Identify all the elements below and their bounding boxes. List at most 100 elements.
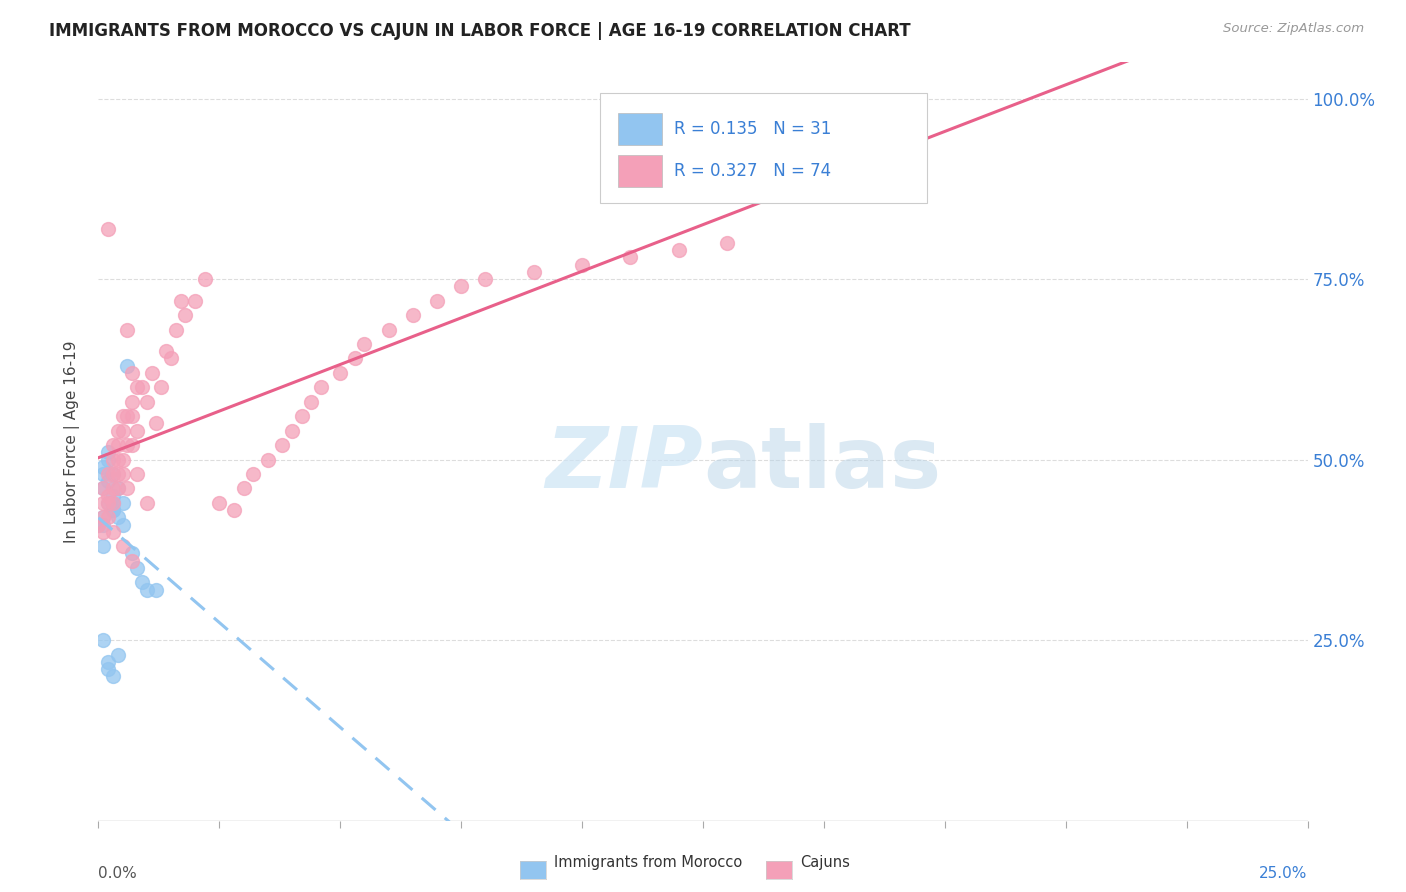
Point bbox=[271, 438, 294, 452]
Point bbox=[145, 417, 167, 431]
Point bbox=[194, 272, 217, 286]
Point bbox=[107, 438, 129, 452]
Point bbox=[87, 517, 110, 532]
Point bbox=[101, 489, 124, 503]
Point bbox=[91, 524, 114, 539]
Point bbox=[91, 510, 114, 524]
Point bbox=[135, 496, 157, 510]
Point bbox=[91, 539, 114, 553]
Point bbox=[426, 293, 449, 308]
Point bbox=[131, 575, 153, 590]
Point bbox=[309, 380, 332, 394]
Point bbox=[523, 265, 546, 279]
Text: R = 0.135   N = 31: R = 0.135 N = 31 bbox=[673, 120, 831, 138]
Point bbox=[91, 496, 114, 510]
Point bbox=[107, 482, 129, 496]
Point bbox=[107, 648, 129, 662]
Point bbox=[111, 424, 134, 438]
Point bbox=[668, 243, 690, 257]
Point bbox=[111, 517, 134, 532]
Point bbox=[101, 496, 124, 510]
Point bbox=[117, 409, 139, 424]
Point bbox=[97, 452, 120, 467]
Text: atlas: atlas bbox=[703, 423, 941, 506]
Point bbox=[101, 452, 124, 467]
Text: Cajuns: Cajuns bbox=[800, 855, 849, 870]
Point bbox=[402, 308, 425, 322]
Point bbox=[377, 323, 399, 337]
Text: IMMIGRANTS FROM MOROCCO VS CAJUN IN LABOR FORCE | AGE 16-19 CORRELATION CHART: IMMIGRANTS FROM MOROCCO VS CAJUN IN LABO… bbox=[49, 22, 911, 40]
Point bbox=[107, 482, 129, 496]
Point bbox=[97, 467, 120, 481]
Point bbox=[160, 351, 183, 366]
Point bbox=[222, 503, 245, 517]
Point bbox=[97, 489, 120, 503]
Point bbox=[111, 496, 134, 510]
Point bbox=[343, 351, 366, 366]
Point bbox=[117, 438, 139, 452]
FancyBboxPatch shape bbox=[619, 113, 662, 145]
Text: 0.0%: 0.0% bbox=[98, 866, 138, 881]
Point bbox=[111, 409, 134, 424]
Point bbox=[101, 482, 124, 496]
Point bbox=[107, 467, 129, 481]
Point bbox=[111, 539, 134, 553]
Text: Immigrants from Morocco: Immigrants from Morocco bbox=[554, 855, 742, 870]
Point bbox=[107, 424, 129, 438]
Point bbox=[101, 524, 124, 539]
Point bbox=[97, 445, 120, 459]
Point bbox=[121, 438, 143, 452]
Point bbox=[101, 467, 124, 481]
Point bbox=[121, 409, 143, 424]
Point bbox=[101, 669, 124, 683]
Point bbox=[716, 235, 738, 250]
Point bbox=[101, 503, 124, 517]
Point bbox=[97, 655, 120, 669]
Point bbox=[169, 293, 191, 308]
Point bbox=[91, 459, 114, 474]
Point bbox=[127, 424, 149, 438]
Point bbox=[101, 438, 124, 452]
Point bbox=[150, 380, 173, 394]
Point bbox=[450, 279, 472, 293]
Point bbox=[91, 633, 114, 648]
Point bbox=[242, 467, 264, 481]
Point bbox=[97, 475, 120, 489]
Point bbox=[299, 394, 322, 409]
Point bbox=[97, 510, 120, 524]
Point bbox=[290, 409, 312, 424]
Point bbox=[121, 366, 143, 380]
Point bbox=[91, 510, 114, 524]
Point bbox=[127, 467, 149, 481]
Point bbox=[135, 394, 157, 409]
Point bbox=[107, 452, 129, 467]
Point bbox=[474, 272, 496, 286]
Point bbox=[135, 582, 157, 597]
Point bbox=[111, 452, 134, 467]
Point bbox=[91, 517, 114, 532]
Point bbox=[101, 467, 124, 481]
Point bbox=[141, 366, 163, 380]
Point bbox=[329, 366, 352, 380]
Point bbox=[91, 482, 114, 496]
Point bbox=[155, 344, 177, 359]
Point bbox=[97, 221, 120, 235]
Point bbox=[619, 251, 641, 265]
Point bbox=[117, 359, 139, 373]
Point bbox=[208, 496, 231, 510]
Point bbox=[91, 482, 114, 496]
Y-axis label: In Labor Force | Age 16-19: In Labor Force | Age 16-19 bbox=[63, 340, 80, 543]
Point bbox=[281, 424, 304, 438]
Point bbox=[232, 482, 254, 496]
Point bbox=[121, 554, 143, 568]
Point bbox=[117, 482, 139, 496]
Point bbox=[101, 496, 124, 510]
FancyBboxPatch shape bbox=[600, 93, 927, 202]
Point bbox=[111, 467, 134, 481]
Point bbox=[127, 380, 149, 394]
Point bbox=[101, 503, 124, 517]
Point bbox=[121, 394, 143, 409]
FancyBboxPatch shape bbox=[619, 155, 662, 186]
Text: 25.0%: 25.0% bbox=[1260, 866, 1308, 881]
Point bbox=[97, 662, 120, 676]
